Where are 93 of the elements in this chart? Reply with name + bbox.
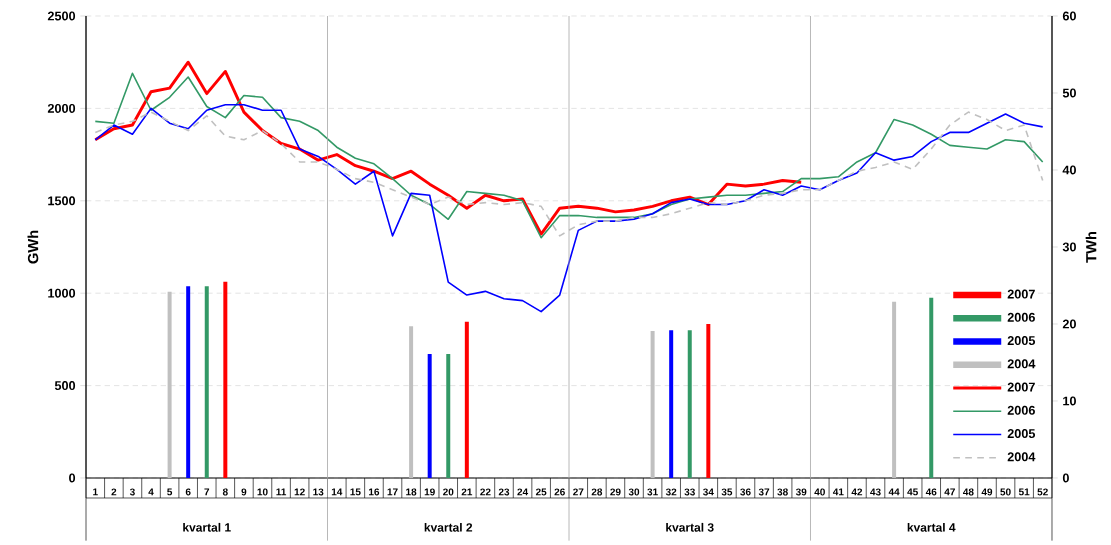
y2-axis-title: TWh <box>1085 232 1097 263</box>
text: kvartal 1 <box>183 522 231 532</box>
bar <box>687 330 692 478</box>
y2-tick-label: 60 <box>1062 11 1076 21</box>
legend-label: 2004 <box>1007 452 1036 462</box>
x-tick-label: 16 <box>369 488 380 496</box>
y-axis-title: GWh <box>27 230 39 264</box>
legend-label: 2006 <box>1007 405 1035 415</box>
y-tick-label: 1000 <box>48 288 76 298</box>
x-tick-label: 17 <box>387 488 398 496</box>
bar <box>669 330 674 478</box>
x-tick-label: 37 <box>758 488 770 496</box>
bar <box>186 286 191 478</box>
x-tick-label: 39 <box>795 488 807 496</box>
y-tick-label: 1500 <box>48 196 76 206</box>
text: kvartal 2 <box>424 522 473 532</box>
x-tick-label: 42 <box>851 488 863 496</box>
x-tick-label: 9 <box>241 488 247 496</box>
x-tick-label: 36 <box>740 488 751 496</box>
line-series <box>94 103 1044 313</box>
x-tick-label: 32 <box>665 488 677 496</box>
x-tick-label: 2 <box>111 488 117 496</box>
x-tick-label: 41 <box>832 488 844 496</box>
legend-label: 2006 <box>1007 312 1035 322</box>
x-tick-label: 21 <box>461 488 473 496</box>
x-tick-label: 28 <box>591 488 603 496</box>
bar <box>464 321 469 478</box>
bar <box>427 354 432 478</box>
x-tick-label: 18 <box>406 488 417 496</box>
x-tick-label: 45 <box>907 488 918 496</box>
x-tick-label: 31 <box>647 488 658 496</box>
line-series <box>93 60 803 236</box>
x-tick-label: 49 <box>981 488 993 496</box>
x-tick-label: 33 <box>684 488 695 496</box>
x-tick-label: 12 <box>294 488 305 496</box>
x-tick-label: 5 <box>167 488 173 496</box>
y-tick-label: 2000 <box>47 103 76 113</box>
y-tick-label: 2500 <box>47 11 76 21</box>
x-tick-label: 7 <box>204 488 210 496</box>
bar <box>204 286 209 478</box>
legend-label: 2005 <box>1007 336 1036 346</box>
x-tick-label: 25 <box>535 488 547 496</box>
x-tick-label: 13 <box>313 488 324 496</box>
x-tick-label: 15 <box>350 488 361 496</box>
x-tick-label: 34 <box>703 488 714 496</box>
text: kvartal 4 <box>907 522 956 532</box>
x-tick-label: 23 <box>498 488 510 496</box>
y-tick-label: 500 <box>54 381 76 391</box>
legend-label: 2007 <box>1007 382 1035 392</box>
x-tick-label: 14 <box>331 488 343 496</box>
x-tick-label: 10 <box>257 488 268 496</box>
text: kvartal 3 <box>666 522 714 532</box>
x-tick-label: 50 <box>1000 488 1011 496</box>
legend-label: 2007 <box>1007 289 1035 299</box>
line-series <box>94 111 1044 237</box>
x-tick-label: 24 <box>517 488 529 496</box>
y2-tick-label: 10 <box>1063 396 1076 406</box>
legend-label: 2005 <box>1007 429 1036 439</box>
x-tick-label: 27 <box>573 488 584 496</box>
bar <box>706 323 711 478</box>
x-tick-label: 48 <box>962 488 974 496</box>
x-tick-label: 4 <box>148 488 154 496</box>
legend-label: 2004 <box>1007 359 1036 369</box>
x-tick-label: 38 <box>777 488 788 496</box>
x-tick-label: 40 <box>814 488 825 496</box>
x-tick-label: 8 <box>222 488 228 496</box>
x-tick-label: 44 <box>888 488 900 496</box>
x-tick-label: 6 <box>185 488 191 496</box>
x-tick-label: 26 <box>554 488 565 496</box>
x-tick-label: 22 <box>480 488 491 496</box>
y2-tick-label: 30 <box>1062 242 1076 252</box>
x-tick-label: 51 <box>1018 488 1030 496</box>
x-tick-label: 29 <box>610 488 621 496</box>
x-tick-label: 1 <box>93 488 98 496</box>
bar <box>446 354 451 478</box>
bar <box>650 330 655 478</box>
x-tick-label: 46 <box>925 488 937 496</box>
x-tick-label: 19 <box>424 488 435 496</box>
x-tick-label: 35 <box>721 488 733 496</box>
y2-tick-label: 50 <box>1062 88 1076 98</box>
x-tick-label: 3 <box>129 488 135 496</box>
bar <box>929 297 934 478</box>
y2-tick-label: 0 <box>1062 473 1069 483</box>
bar <box>223 281 228 478</box>
x-tick-label: 11 <box>276 488 287 496</box>
x-tick-label: 43 <box>870 488 881 496</box>
y-tick-label: 0 <box>69 473 76 483</box>
x-tick-label: 20 <box>443 488 454 496</box>
x-tick-label: 30 <box>628 488 640 496</box>
x-tick-label: 47 <box>944 488 955 496</box>
y2-tick-label: 40 <box>1062 165 1076 175</box>
y2-tick-label: 20 <box>1062 319 1076 329</box>
x-tick-label: 52 <box>1037 488 1048 496</box>
